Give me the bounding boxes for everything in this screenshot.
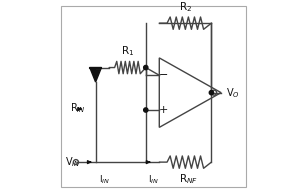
Text: I$_{IN}$: I$_{IN}$ bbox=[99, 174, 110, 186]
Text: R$_{IN}$: R$_{IN}$ bbox=[70, 101, 86, 115]
Text: R$_{NF}$: R$_{NF}$ bbox=[179, 172, 198, 186]
Circle shape bbox=[209, 91, 214, 95]
Text: +: + bbox=[159, 105, 168, 115]
Polygon shape bbox=[90, 68, 101, 82]
Text: R$_1$: R$_1$ bbox=[121, 44, 134, 58]
Text: −: − bbox=[159, 70, 168, 80]
Circle shape bbox=[144, 108, 148, 112]
Text: R$_2$: R$_2$ bbox=[179, 0, 192, 14]
Text: V$_O$: V$_O$ bbox=[226, 86, 240, 100]
Text: V$_{IN}$: V$_{IN}$ bbox=[65, 155, 81, 169]
Text: I$_{IN}$: I$_{IN}$ bbox=[148, 174, 159, 186]
Circle shape bbox=[144, 65, 148, 70]
